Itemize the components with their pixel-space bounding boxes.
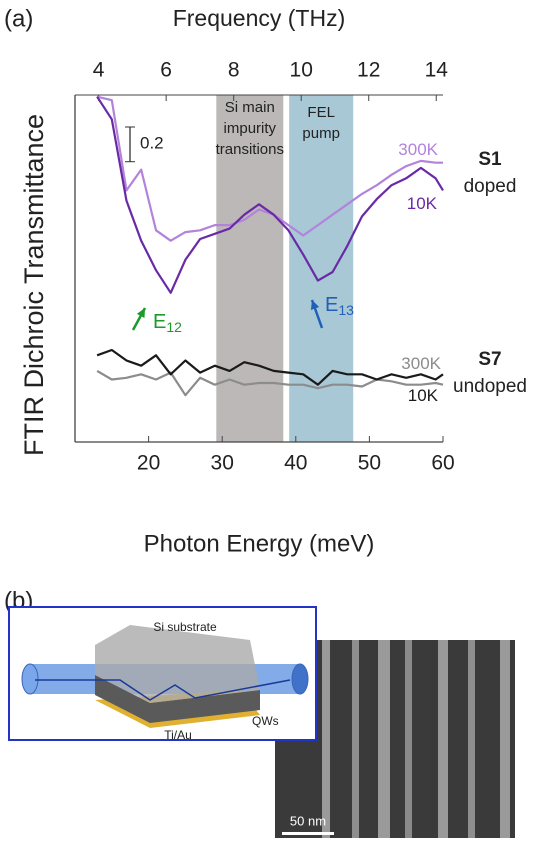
x-tick-label: 20 [137, 452, 160, 475]
x2-tick-label: 10 [290, 59, 313, 82]
panel-label: (a) [4, 5, 33, 32]
x-tick-label: 50 [358, 452, 381, 475]
x2-tick-label: 4 [93, 59, 105, 82]
sample-label: S7 [478, 349, 501, 370]
diagram-label: Si substrate [153, 620, 217, 634]
x2-tick-label: 6 [160, 59, 172, 82]
series-label: 300K [401, 354, 441, 373]
plot: Si main impurity transitions FEL pump 20 30 40 5… [74, 59, 527, 475]
x2-axis-title: Frequency (THz) [173, 5, 346, 31]
series-line [96, 369, 444, 397]
x-tick-label: 40 [284, 452, 307, 475]
x2-tick-label: 14 [425, 59, 449, 82]
band-label: Si main [225, 99, 275, 116]
band [289, 95, 354, 442]
device-diagram: Si substrate QWs Ti/Au [8, 606, 317, 742]
x-axis-title: Photon Energy (meV) [144, 530, 375, 557]
sample-label: S1 [478, 149, 502, 170]
series-label: 300K [398, 140, 438, 159]
band-label: pump [302, 125, 340, 142]
band-label: FEL [307, 104, 335, 121]
arrow-head [310, 300, 320, 310]
sample-note: undoped [453, 376, 527, 397]
peak-label: E12 [153, 311, 182, 334]
peak-label: E13 [325, 294, 354, 317]
band-label: transitions [216, 141, 284, 158]
diagram-label: Ti/Au [164, 728, 192, 742]
scale-label: 50 nm [290, 813, 326, 828]
x-tick-label: 60 [431, 452, 454, 475]
y-axis-title: FTIR Dichroic Transmittance [19, 114, 49, 456]
series-label: 10K [407, 194, 438, 213]
series-label: 10K [408, 386, 439, 405]
diagram-label: QWs [252, 714, 279, 728]
series-line [96, 96, 444, 294]
sample-note: doped [464, 176, 517, 197]
peak-label-main: E [153, 311, 166, 333]
series-line [96, 348, 444, 386]
peak-label-sub: 13 [338, 302, 354, 318]
x-tick-label: 30 [211, 452, 234, 475]
scale-label: 0.2 [140, 133, 164, 152]
arrow-head [136, 308, 145, 318]
peak-label-sub: 12 [166, 319, 182, 335]
x2-tick-label: 12 [357, 59, 380, 82]
x2-tick-label: 8 [228, 59, 240, 82]
peak-label-main: E [325, 294, 338, 316]
band-label: impurity [224, 120, 277, 137]
